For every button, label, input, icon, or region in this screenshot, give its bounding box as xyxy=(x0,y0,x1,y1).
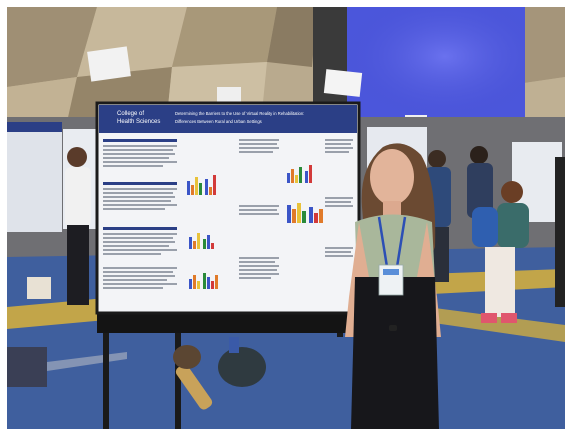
presenter-pants xyxy=(351,277,439,429)
poster-org-line1: College of xyxy=(117,111,144,117)
presenter xyxy=(345,143,441,429)
research-poster: College of Health Sciences Determining t… xyxy=(95,101,361,315)
poster-bar-charts xyxy=(187,165,323,289)
poster-text-blocks xyxy=(103,139,353,289)
background-poster xyxy=(7,122,62,232)
photo-scene: College of Health Sciences Determining t… xyxy=(7,7,565,429)
poster-title-line1: Determining the Barriers to the Use of V… xyxy=(175,111,304,116)
poster-org-line2: Health Sciences xyxy=(117,119,160,125)
presenter-top xyxy=(355,214,435,282)
poster-header xyxy=(99,105,357,133)
poster-title-line2: Differences Between Rural and Urban Sett… xyxy=(175,119,262,124)
watch xyxy=(389,325,397,331)
background-attendees xyxy=(7,146,565,387)
presenter-face xyxy=(370,149,414,205)
hanging-sign xyxy=(87,46,131,82)
hanging-sign xyxy=(323,69,363,97)
hanging-sign xyxy=(217,87,241,105)
conference-photo: College of Health Sciences Determining t… xyxy=(7,7,565,429)
floor-items xyxy=(27,277,266,410)
